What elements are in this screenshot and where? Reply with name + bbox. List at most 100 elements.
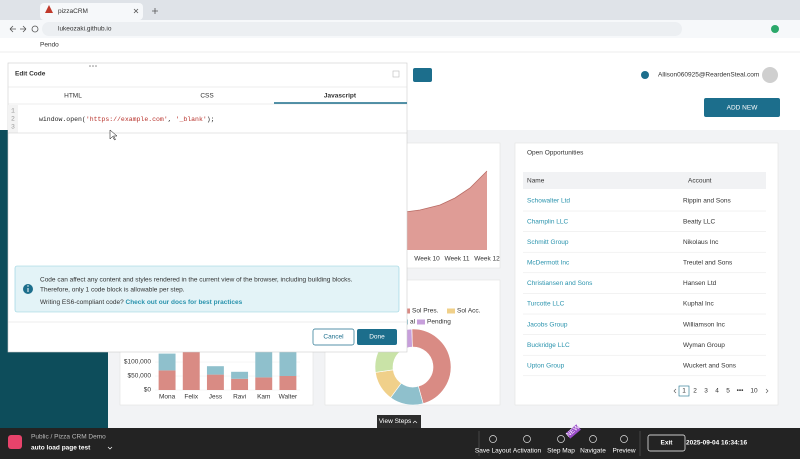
code-line[interactable]: window.open('https://example.com', '_bla… — [39, 116, 215, 123]
tool-icon[interactable] — [620, 435, 628, 443]
opportunity-name[interactable]: Schmitt Group — [527, 239, 569, 246]
line-number: 3 — [11, 124, 15, 131]
tab-title[interactable]: pizzaCRM — [58, 8, 88, 15]
bar — [255, 350, 273, 378]
column-header: Account — [688, 178, 712, 185]
bar — [279, 376, 297, 390]
x-tick-label: Week 10 — [414, 256, 440, 263]
line-number: 1 — [11, 108, 15, 115]
url[interactable]: lukeozaki.github.io — [58, 26, 112, 33]
user-email[interactable]: Allison060925@ReardenSteal.com — [658, 72, 759, 79]
code-token: , — [168, 116, 176, 123]
page-number[interactable]: 10 — [750, 388, 758, 395]
opportunity-name[interactable]: Upton Group — [527, 363, 565, 370]
bar — [206, 366, 224, 375]
opportunity-name[interactable]: Schowalter Ltd — [527, 198, 570, 205]
info-prompt-text: Writing ES6-compliant code? — [40, 299, 124, 306]
modal-title: Edit Code — [15, 71, 46, 78]
bar — [255, 377, 273, 390]
page-next[interactable] — [765, 388, 769, 394]
account-name: Williamson Inc — [683, 321, 726, 328]
page-number[interactable]: 3 — [704, 388, 708, 395]
x-tick-label: Walter — [279, 394, 298, 401]
tool-icon[interactable] — [523, 435, 531, 443]
account-name: Beatty LLC — [683, 218, 715, 225]
tool-label[interactable]: Navigate — [580, 448, 606, 455]
opportunity-name[interactable]: Turcotte LLC — [527, 301, 565, 308]
code-tab[interactable]: HTML — [64, 93, 82, 100]
exit-label[interactable]: Exit — [661, 440, 674, 447]
tool-label[interactable]: Activation — [513, 448, 542, 455]
page-number[interactable]: ••• — [737, 388, 745, 395]
x-tick-label: Felix — [184, 394, 198, 401]
exit-button[interactable] — [647, 434, 686, 452]
tool-label[interactable]: Save Layout — [475, 448, 511, 455]
code-token: window.open( — [39, 116, 86, 123]
line-number: 2 — [11, 116, 15, 123]
x-tick-label: Week 11 — [444, 256, 469, 263]
bookmark[interactable]: Pendo — [40, 42, 59, 49]
page-prev[interactable] — [673, 388, 677, 394]
bar — [231, 371, 249, 379]
account-name: Nikolaus Inc — [683, 239, 719, 246]
x-tick-label: Kam — [257, 394, 270, 401]
timestamp: 2025-09-04 16:34:16 — [686, 440, 747, 447]
x-tick-label: Mona — [159, 394, 176, 401]
account-name: Wyman Group — [683, 342, 725, 349]
tool-icon[interactable] — [489, 435, 497, 443]
done-label[interactable]: Done — [369, 334, 385, 341]
opportunity-name[interactable]: Christiansen and Sons — [527, 280, 593, 287]
tool-icon[interactable] — [557, 435, 565, 443]
bar — [182, 350, 200, 390]
code-tab[interactable]: CSS — [200, 93, 214, 100]
opportunity-name[interactable]: Jacobs Group — [527, 321, 568, 328]
donut-segment — [411, 328, 452, 404]
cancel-button[interactable] — [312, 328, 355, 346]
bar — [279, 350, 297, 376]
bar — [158, 353, 176, 371]
docs-link[interactable]: Check out our docs for best practices — [126, 299, 243, 306]
x-tick-label: Week 12 — [474, 256, 500, 263]
view-steps[interactable]: View Steps — [379, 418, 412, 425]
tool-icon[interactable] — [589, 435, 597, 443]
bar — [158, 370, 176, 390]
code-token: '_blank' — [176, 116, 207, 123]
legend-label: Pending — [427, 319, 451, 326]
tool-label[interactable]: Step Map — [547, 448, 575, 455]
code-token: 'https://example.com' — [86, 116, 168, 123]
page-number[interactable]: 2 — [693, 388, 697, 395]
column-header: Name — [527, 178, 545, 185]
opportunity-name[interactable]: Buckridge LLC — [527, 342, 570, 349]
account-name: Wuckert and Sons — [683, 363, 737, 370]
bar — [231, 378, 249, 390]
page-number[interactable]: 1 — [682, 388, 686, 395]
opportunity-name[interactable]: Champlin LLC — [527, 218, 568, 225]
add-new-button[interactable] — [704, 98, 780, 117]
legend-swatch — [417, 319, 425, 325]
tool-label[interactable]: Preview — [612, 448, 635, 455]
info-text: Therefore, only 1 code block is allowabl… — [40, 287, 185, 294]
cancel-label[interactable]: Cancel — [323, 334, 344, 341]
add-new-label[interactable]: ADD NEW — [727, 105, 759, 112]
bar — [206, 374, 224, 390]
code-tab[interactable]: Javascript — [324, 93, 357, 100]
account-name: Treutel and Sons — [683, 260, 733, 267]
guide-location: Public / Pizza CRM Demo — [31, 434, 106, 441]
info-prompt: Writing ES6-compliant code? Check out ou… — [40, 299, 243, 306]
opportunity-name[interactable]: McDermott Inc — [527, 260, 570, 267]
legend-label: Sol Pres. — [412, 308, 439, 315]
y-tick-label: $0 — [144, 387, 152, 394]
y-tick-label: $50,000 — [128, 373, 152, 380]
done-button[interactable] — [357, 329, 397, 345]
y-tick-label: $100,000 — [124, 359, 151, 366]
page-number[interactable]: 5 — [726, 388, 730, 395]
legend-swatch — [447, 308, 455, 314]
legend-label: Sol Acc. — [457, 308, 481, 315]
account-name: Rippin and Sons — [683, 198, 731, 205]
page-number[interactable]: 4 — [715, 388, 719, 395]
account-name: Hansen Ltd — [683, 280, 717, 287]
code-token: ); — [207, 116, 215, 123]
opportunities-title: Open Opportunities — [527, 150, 584, 157]
guide-name[interactable]: auto load page test — [31, 445, 91, 452]
